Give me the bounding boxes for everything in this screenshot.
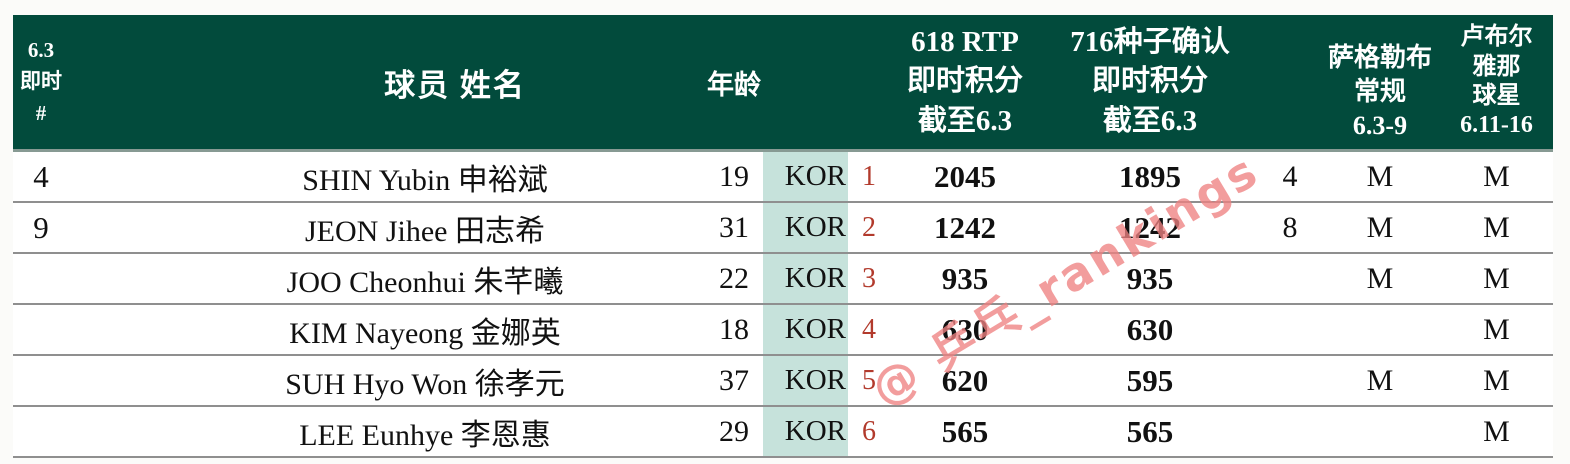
player-name-cell: JEON Jihee 田志希: [305, 214, 545, 248]
player-name-cell: SUH Hyo Won 徐孝元: [285, 367, 565, 401]
rank-cell: 9: [33, 209, 49, 245]
seed716-cell: 1895: [1119, 158, 1181, 194]
header-618-rtp: 618 RTP 即时积分 截至6.3: [906, 26, 1023, 137]
rank-cell: [13, 305, 95, 354]
table-row: 9 JEON Jihee 田志希 31 KOR 2 1242 1242 8 M …: [13, 203, 1553, 254]
rtp618-cell: 935: [941, 260, 989, 296]
table-row: SUH Hyo Won 徐孝元 37 KOR 5 620 595 M M: [13, 356, 1553, 407]
extra-cell: [1260, 254, 1320, 303]
table-row: KIM Nayeong 金娜英 18 KOR 4 630 630 M: [13, 305, 1553, 356]
seed716-cell: 935: [1126, 260, 1174, 296]
rtp618-cell: 620: [941, 362, 989, 398]
seed716-cell: 595: [1126, 362, 1174, 398]
zagreb-cell: [1320, 407, 1440, 456]
header-player-name: 球员 姓名: [384, 67, 526, 103]
rankings-table: 6.3 即时 # 球员 姓名 年龄 618 RTP 即时积分 截至6.3 716…: [13, 15, 1553, 458]
extra-cell: 4: [1282, 159, 1298, 193]
nation-cell: KOR: [763, 305, 848, 354]
nation-cell: KOR: [763, 356, 848, 405]
player-name-cell: LEE Eunhye 李恩惠: [299, 418, 551, 452]
header-seed: [848, 15, 890, 149]
ljubljana-cell: M: [1483, 261, 1510, 295]
ljubljana-cell: M: [1483, 210, 1510, 244]
rank-cell: 4: [33, 158, 49, 194]
seed-cell: 1: [862, 160, 876, 192]
table-row: JOO Cheonhui 朱芊曦 22 KOR 3 935 935 M M: [13, 254, 1553, 305]
rtp618-cell: 2045: [934, 158, 996, 194]
age-cell: 19: [719, 159, 749, 193]
extra-cell: [1260, 356, 1320, 405]
extra-cell: [1260, 305, 1320, 354]
ljubljana-cell: M: [1483, 159, 1510, 193]
seed-cell: 5: [862, 364, 876, 396]
zagreb-cell: M: [1366, 261, 1394, 295]
seed716-cell: 1242: [1119, 209, 1181, 245]
rtp618-cell: 1242: [934, 209, 996, 245]
extra-cell: [1260, 407, 1320, 456]
player-name-cell: KIM Nayeong 金娜英: [289, 316, 561, 350]
header-nation: [763, 15, 848, 149]
header-rank: 6.3 即时 #: [20, 37, 62, 125]
age-cell: 31: [719, 210, 749, 244]
extra-cell: 8: [1282, 210, 1298, 244]
header-extra: [1260, 15, 1320, 149]
header-ljubljana: 卢布尔 雅那 球星 6.11-16: [1460, 24, 1533, 139]
table-row: 4 SHIN Yubin 申裕斌 19 KOR 1 2045 1895 4 M …: [13, 152, 1553, 203]
zagreb-cell: M: [1366, 363, 1394, 397]
nation-cell: KOR: [763, 203, 848, 252]
header-716-seed: 716种子确认 即时积分 截至6.3: [1070, 26, 1230, 137]
age-cell: 29: [719, 414, 749, 448]
zagreb-cell: M: [1366, 210, 1394, 244]
player-name-cell: JOO Cheonhui 朱芊曦: [286, 265, 564, 299]
ljubljana-cell: M: [1483, 414, 1510, 448]
zagreb-cell: M: [1366, 159, 1394, 193]
table-header-row: 6.3 即时 # 球员 姓名 年龄 618 RTP 即时积分 截至6.3 716…: [13, 15, 1553, 152]
rank-cell: [13, 254, 95, 303]
age-cell: 37: [719, 363, 749, 397]
rank-cell: [13, 356, 95, 405]
age-cell: 18: [719, 312, 749, 346]
seed-cell: 4: [862, 313, 876, 345]
zagreb-cell: [1320, 305, 1440, 354]
seed-cell: 2: [862, 211, 876, 243]
rtp618-cell: 565: [941, 413, 989, 449]
rtp618-cell: 630: [941, 311, 989, 347]
rank-cell: [13, 407, 95, 456]
seed716-cell: 630: [1126, 311, 1174, 347]
nation-cell: KOR: [763, 254, 848, 303]
ljubljana-cell: M: [1483, 312, 1510, 346]
header-age: 年龄: [707, 69, 761, 100]
player-name-cell: SHIN Yubin 申裕斌: [302, 163, 548, 197]
seed-cell: 3: [862, 262, 876, 294]
age-cell: 22: [719, 261, 749, 295]
nation-cell: KOR: [763, 407, 848, 456]
header-zagreb: 萨格勒布 常规 6.3-9: [1327, 43, 1432, 140]
ljubljana-cell: M: [1483, 363, 1510, 397]
table-row: LEE Eunhye 李恩惠 29 KOR 6 565 565 M: [13, 407, 1553, 458]
seed716-cell: 565: [1126, 413, 1174, 449]
nation-cell: KOR: [763, 152, 848, 201]
seed-cell: 6: [862, 415, 876, 447]
